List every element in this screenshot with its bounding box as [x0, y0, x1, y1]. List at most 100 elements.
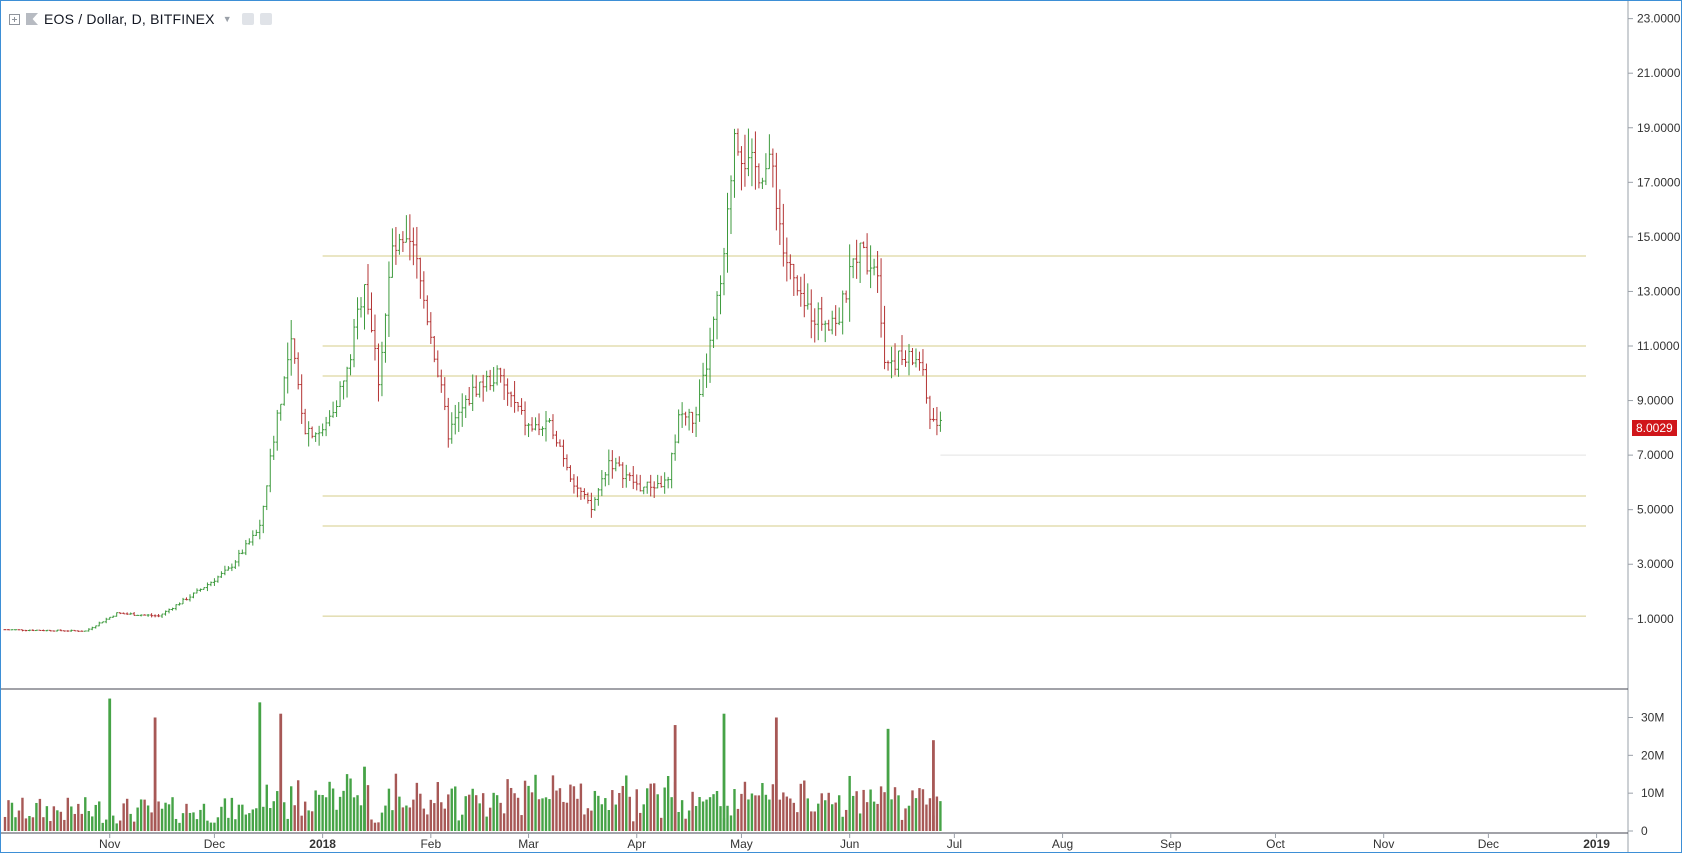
volume-bar — [234, 819, 237, 831]
volume-bar — [831, 804, 834, 831]
y-tick-label: 9.0000 — [1637, 394, 1674, 408]
volume-bar — [907, 805, 911, 831]
hide-icon[interactable] — [259, 13, 272, 25]
volume-bar — [827, 792, 830, 831]
volume-bar — [824, 800, 827, 831]
volume-bar — [925, 804, 928, 831]
volume-bar — [398, 796, 401, 831]
volume-bar — [335, 809, 338, 831]
volume-bar — [286, 818, 289, 831]
volume-bar — [139, 799, 143, 831]
y-tick-label: 21.0000 — [1637, 66, 1681, 80]
volume-bar — [143, 799, 146, 831]
volume-bar — [712, 794, 715, 831]
volume-bar — [248, 813, 251, 831]
volume-bar — [310, 811, 314, 831]
volume-bar — [694, 805, 698, 831]
caret-down-icon[interactable]: ▼ — [222, 14, 232, 24]
volume-bar — [719, 806, 722, 831]
volume-bar — [122, 803, 125, 831]
volume-bar — [422, 808, 426, 831]
volume-bar — [38, 798, 42, 831]
volume-bar — [872, 801, 876, 831]
volume-bar — [879, 786, 883, 831]
volume-bar — [478, 803, 481, 831]
y-tick-label: 23.0000 — [1637, 12, 1681, 26]
volume-bar — [98, 801, 101, 831]
volume-bar — [555, 790, 558, 831]
volume-bar — [461, 814, 464, 831]
y-tick-label: 17.0000 — [1637, 175, 1681, 189]
flag-icon[interactable] — [26, 13, 38, 25]
volume-bar — [3, 816, 7, 831]
volume-bar — [73, 813, 77, 831]
volume-bar — [729, 815, 733, 831]
volume-bar — [272, 801, 275, 831]
volume-bar — [436, 782, 439, 831]
volume-bar — [593, 790, 597, 831]
volume-bar — [450, 788, 453, 831]
volume-peak-bar — [774, 717, 778, 831]
expand-icon[interactable] — [9, 13, 20, 25]
last-price-label: 8.0029 — [1632, 419, 1677, 436]
volume-bar — [387, 788, 391, 831]
volume-bar — [541, 798, 544, 831]
x-tick-label: Nov — [1373, 837, 1394, 851]
volume-bar — [862, 789, 865, 831]
volume-bar — [429, 799, 433, 831]
volume-bar — [101, 822, 104, 831]
volume-bar — [84, 797, 87, 831]
volume-bar — [464, 796, 467, 831]
volume-bar — [551, 775, 555, 831]
volume-bar — [300, 815, 303, 831]
volume-bar — [359, 805, 363, 831]
volume-bar — [415, 782, 419, 831]
volume-bar — [904, 808, 907, 831]
volume-bar — [548, 799, 551, 831]
volume-bar — [164, 802, 167, 831]
volume-bar — [49, 821, 52, 831]
volume-bar — [349, 778, 352, 831]
volume-bar — [701, 801, 705, 831]
volume-bar — [356, 795, 359, 831]
volume-bar — [848, 775, 851, 831]
settings-icon[interactable] — [241, 13, 254, 25]
volume-bar — [63, 819, 66, 831]
volume-bar — [303, 801, 307, 831]
volume-bar — [192, 812, 195, 831]
volume-bar — [14, 817, 17, 831]
y-tick-label: 3.0000 — [1637, 557, 1674, 571]
volume-bar — [604, 798, 607, 831]
volume-bar — [537, 799, 541, 831]
volume-bar — [377, 822, 380, 831]
volume-bar — [492, 792, 495, 831]
volume-peak-bar — [673, 725, 677, 831]
volume-bar — [778, 799, 782, 831]
volume-bar — [485, 816, 488, 831]
volume-bar — [366, 785, 370, 831]
volume-bar — [426, 814, 429, 831]
volume-bar — [338, 796, 342, 831]
volume-bar — [876, 803, 879, 831]
volume-bar — [251, 809, 255, 831]
volume-bar — [474, 795, 478, 831]
volume-peak-bar — [153, 717, 157, 831]
volume-bar — [642, 804, 645, 831]
volume-bar — [764, 794, 768, 831]
volume-bar — [31, 817, 35, 831]
vol-tick-label: 30M — [1641, 710, 1664, 724]
volume-peak-bar — [886, 728, 890, 831]
volume-bar — [611, 790, 614, 831]
y-tick-label: 5.0000 — [1637, 503, 1674, 517]
volume-bar — [502, 813, 506, 831]
volume-bar — [890, 799, 893, 831]
volume-bar — [412, 799, 415, 831]
vol-tick-label: 10M — [1641, 786, 1664, 800]
x-tick-label: Jul — [947, 837, 962, 851]
volume-bar — [80, 813, 83, 831]
y-tick-label: 19.0000 — [1637, 121, 1681, 135]
volume-bar — [471, 788, 474, 831]
x-tick-label: Nov — [99, 837, 120, 851]
